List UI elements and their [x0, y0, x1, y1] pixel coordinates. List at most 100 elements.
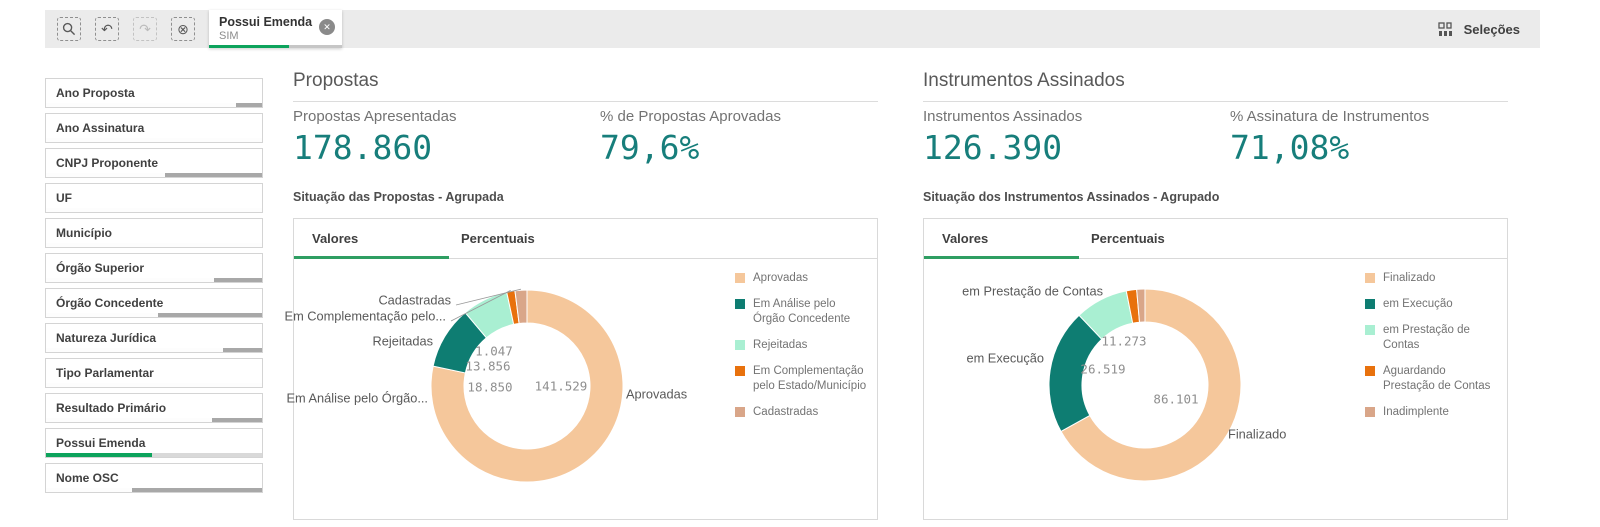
slice-value-label: 141.529 — [535, 379, 588, 394]
filter-item[interactable]: Possui Emenda — [45, 428, 263, 458]
selection-state-bar — [46, 383, 262, 387]
filter-item[interactable]: Resultado Primário — [45, 393, 263, 423]
selection-state-bar — [46, 348, 262, 352]
legend-item[interactable]: Em Complementação pelo Estado/Município — [735, 364, 867, 394]
kpi-label: % de Propostas Aprovadas — [600, 108, 781, 125]
filter-item[interactable]: CNPJ Proponente — [45, 148, 263, 178]
legend-item[interactable]: Rejeitadas — [735, 338, 867, 353]
legend-swatch — [1365, 298, 1375, 309]
top-bar: ↶ ↷ ⊗ Possui Emenda SIM ✕ Seleções — [0, 0, 1600, 57]
donut-slice[interactable] — [1136, 288, 1146, 323]
filter-item[interactable]: Ano Proposta — [45, 78, 263, 108]
legend-item[interactable]: em Prestação de Contas — [1365, 323, 1497, 353]
selections-button-label: Seleções — [1463, 21, 1520, 37]
selection-state-bar — [46, 208, 262, 212]
tab-percentuais[interactable]: Percentuais — [461, 231, 535, 246]
legend-item[interactable]: Cadastradas — [735, 405, 867, 420]
legend-item[interactable]: Em Análise pelo Órgão Concedente — [735, 297, 867, 327]
filter-item-label: Natureza Jurídica — [56, 331, 157, 345]
clear-selections-icon[interactable]: ⊗ — [171, 17, 195, 41]
filter-chip-field: Possui Emenda — [219, 15, 313, 29]
slice-value-label: 18.850 — [467, 380, 512, 395]
section-title: Instrumentos Assinados — [923, 70, 1508, 102]
filter-item[interactable]: Município — [45, 218, 263, 248]
filter-sidebar: Ano Proposta Ano Assinatura CNPJ Proponent… — [45, 78, 263, 498]
kpi-pct-assinatura: % Assinatura de Instrumentos 71,08% — [1230, 108, 1520, 167]
selections-bar: ↶ ↷ ⊗ Possui Emenda SIM ✕ Seleções — [45, 10, 1540, 48]
filter-chip-selection-bar — [209, 45, 342, 48]
legend-label: em Prestação de Contas — [1383, 323, 1470, 351]
legend-item[interactable]: Inadimplente — [1365, 405, 1497, 420]
donut-slice[interactable] — [1060, 288, 1242, 482]
filter-item[interactable]: Tipo Parlamentar — [45, 358, 263, 388]
slice-value-label: 1.047 — [475, 344, 513, 359]
step-forward-icon[interactable]: ↷ — [133, 17, 157, 41]
filter-item-label: Possui Emenda — [56, 436, 146, 450]
chart-card-propostas: Valores Percentuais 141.529 18.850 13.856 1… — [285, 218, 878, 520]
step-back-icon[interactable]: ↶ — [95, 17, 119, 41]
kpi-value: 79,6% — [600, 128, 700, 167]
donut-slice[interactable] — [430, 289, 624, 483]
legend-swatch — [1365, 324, 1375, 335]
filter-item-label: CNPJ Proponente — [56, 156, 159, 170]
filter-item[interactable]: Nome OSC — [45, 463, 263, 493]
filter-item[interactable]: Órgão Superior — [45, 253, 263, 283]
chart-legend: Finalizado em Execução em Prestação de Con… — [1365, 271, 1497, 420]
filter-item[interactable]: Ano Assinatura — [45, 113, 263, 143]
filter-item[interactable]: Natureza Jurídica — [45, 323, 263, 353]
selections-tool-icon — [1437, 21, 1452, 36]
legend-item[interactable]: Finalizado — [1365, 271, 1497, 286]
smart-search-icon[interactable] — [57, 17, 81, 41]
filter-item[interactable]: UF — [45, 183, 263, 213]
kpi-label: % Assinatura de Instrumentos — [1230, 108, 1430, 125]
legend-item[interactable]: Aprovadas — [735, 271, 867, 286]
legend-swatch — [1365, 406, 1375, 417]
legend-swatch — [1365, 365, 1375, 376]
legend-swatch — [735, 298, 745, 309]
filter-item-label: Ano Assinatura — [56, 121, 145, 135]
kpi-label: Propostas Apresentadas — [293, 108, 457, 125]
tab-valores[interactable]: Valores — [942, 231, 989, 246]
legend-label: Aguardando Prestação de Contas — [1383, 364, 1491, 392]
selection-state-bar — [46, 138, 262, 142]
slice-callout: Em Complementação pelo... — [285, 309, 446, 324]
legend-label: Aprovadas — [753, 272, 808, 284]
legend-item[interactable]: em Execução — [1365, 297, 1497, 312]
legend-swatch — [735, 273, 745, 283]
selection-state-bar — [46, 103, 262, 107]
kpi-value: 178.860 — [293, 128, 433, 167]
chart-title: Situação dos Instrumentos Assinados - Ag… — [923, 190, 1220, 204]
slice-callout: Rejeitadas — [373, 334, 433, 349]
slice-callout: em Prestação de Contas — [962, 284, 1103, 299]
tab-percentuais[interactable]: Percentuais — [1091, 231, 1165, 246]
slice-value-label: 26.519 — [1080, 362, 1125, 377]
filter-item-label: Ano Proposta — [56, 86, 135, 100]
close-icon[interactable]: ✕ — [319, 19, 335, 35]
kpi-value: 71,08% — [1230, 128, 1350, 167]
filter-item-label: Nome OSC — [56, 471, 119, 485]
selection-state-bar — [46, 278, 262, 282]
donut-chart-instrumentos: 86.101 26.519 11.273 Finalizado em Execução e… — [962, 284, 1286, 482]
callout-leader-line — [455, 288, 522, 306]
filter-item-label: Tipo Parlamentar — [56, 366, 154, 380]
section-title: Propostas — [293, 70, 878, 102]
kpi-pct-propostas-aprovadas: % de Propostas Aprovadas 79,6% — [600, 108, 890, 167]
selection-state-bar — [46, 453, 262, 457]
filter-item[interactable]: Órgão Concedente — [45, 288, 263, 318]
selection-state-bar — [46, 243, 262, 247]
section-instrumentos: Instrumentos Assinados Instrumentos Assi… — [923, 0, 1508, 527]
donut-slice[interactable] — [514, 289, 528, 325]
legend-item[interactable]: Aguardando Prestação de Contas — [1365, 364, 1497, 394]
selections-button[interactable]: Seleções — [1418, 10, 1540, 48]
kpi-label: Instrumentos Assinados — [923, 108, 1083, 125]
callout-leader-line — [450, 289, 511, 322]
filter-item-label: UF — [56, 191, 72, 205]
toolbar: ↶ ↷ ⊗ — [45, 10, 195, 48]
kpi-value: 126.390 — [923, 128, 1063, 167]
chart-legend: Aprovadas Em Análise pelo Órgão Concedent… — [735, 271, 867, 420]
legend-swatch — [735, 339, 745, 350]
filter-chip-possui-emenda[interactable]: Possui Emenda SIM ✕ — [209, 10, 342, 48]
tab-valores[interactable]: Valores — [312, 231, 359, 246]
selection-state-bar — [46, 173, 262, 177]
tab-row: Valores Percentuais — [924, 219, 1507, 259]
